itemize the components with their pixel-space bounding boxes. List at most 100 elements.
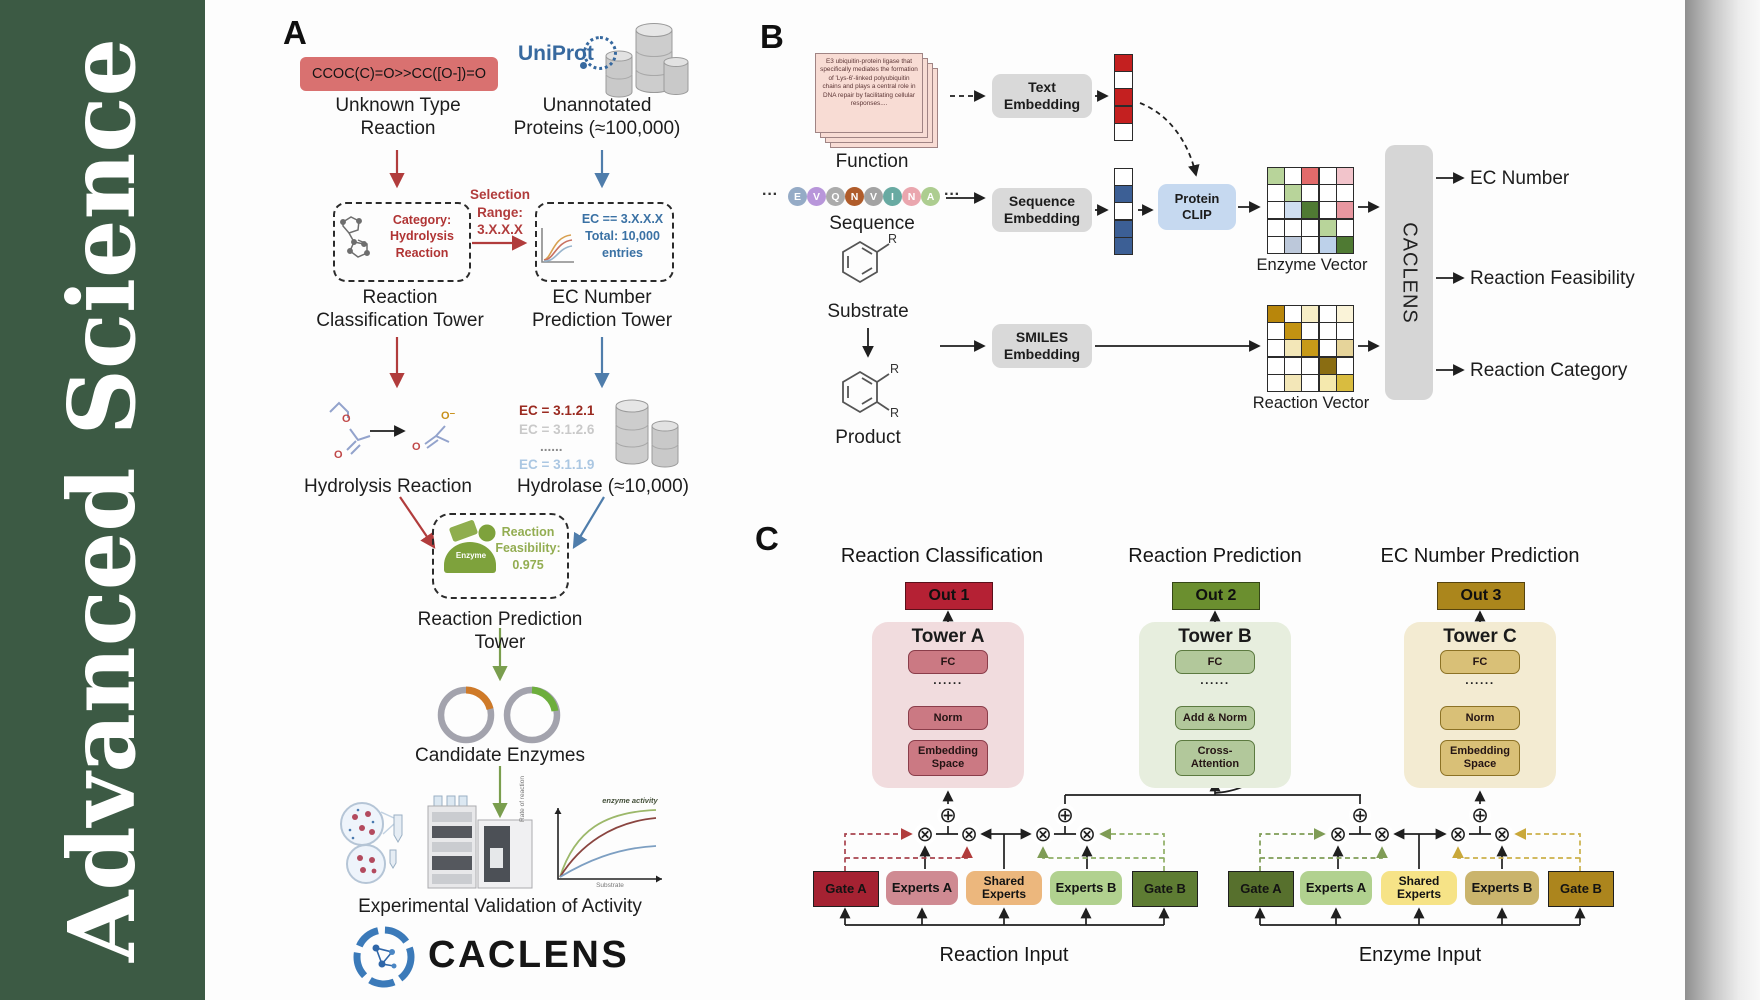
uniprot-logo-dot-icon bbox=[580, 62, 587, 69]
add-op-icon: ⊕ bbox=[1054, 804, 1076, 826]
function-label: Function bbox=[835, 151, 909, 172]
caclens-module: CACLENS bbox=[1385, 145, 1433, 400]
tower-a-fc: FC bbox=[908, 650, 988, 674]
mul-op-icon: ⊗ bbox=[1032, 823, 1054, 845]
mul-op-icon: ⊗ bbox=[1447, 823, 1469, 845]
header-reaction-classification: Reaction Classification bbox=[840, 545, 1044, 567]
activity-xlabel: Substrate bbox=[596, 882, 624, 889]
ec-entry-1: EC = 3.1.2.1 bbox=[519, 403, 595, 418]
enzyme-shared-experts: Shared Experts bbox=[1381, 871, 1457, 905]
uniprot-database-icon bbox=[605, 23, 689, 98]
hplc-instrument-icon bbox=[427, 795, 533, 889]
tower-c-dots: ...... bbox=[1465, 673, 1495, 687]
hydrolase-database-icon bbox=[615, 399, 679, 468]
add-op-icon: ⊕ bbox=[937, 804, 959, 826]
ec-prediction-box bbox=[535, 202, 674, 282]
tower-b-title: Tower B bbox=[1178, 626, 1252, 647]
out1-box: Out 1 bbox=[905, 582, 993, 610]
mul-op-icon: ⊗ bbox=[958, 823, 980, 845]
tower-a: Tower A FC ...... Norm Embedding Space bbox=[872, 622, 1024, 788]
panel-a-label: A bbox=[283, 14, 307, 51]
ec-entry-3: EC = 3.1.1.9 bbox=[519, 457, 595, 472]
reaction-experts-b: Experts B bbox=[1050, 871, 1122, 905]
hydrolysis-molecule-icon bbox=[329, 401, 450, 455]
sequence-embedding-vector bbox=[1114, 168, 1133, 255]
ec-tower-label: EC Number Prediction Tower bbox=[531, 287, 673, 332]
ec-entry-dots: ...... bbox=[540, 439, 563, 454]
candidate-enzymes-label: Candidate Enzymes bbox=[414, 745, 586, 766]
tower-b-cross-attention: Cross- Attention bbox=[1175, 740, 1255, 776]
tower-c-title: Tower C bbox=[1443, 626, 1517, 647]
tower-b-dots: ...... bbox=[1200, 673, 1230, 687]
hydrolase-label: Hydrolase (≈10,000) bbox=[516, 476, 689, 497]
feasibility-label: Reaction Feasibility: 0.975 bbox=[495, 525, 561, 572]
enzyme-icon-label: Enzyme bbox=[455, 551, 487, 560]
caclens-module-label: CACLENS bbox=[1398, 221, 1421, 324]
enzyme-vector-matrix bbox=[1267, 167, 1354, 254]
tower-b-fc: FC bbox=[1175, 650, 1255, 674]
out3-box: Out 3 bbox=[1437, 582, 1525, 610]
reaction-shared-experts: Shared Experts bbox=[966, 871, 1042, 905]
smiles-reaction-box: CCOC(C)=O>>CC([O-])=O bbox=[300, 57, 498, 91]
mul-op-icon: ⊗ bbox=[914, 823, 936, 845]
protein-clip-box: Protein CLIP bbox=[1158, 184, 1236, 230]
mul-op-icon: ⊗ bbox=[1327, 823, 1349, 845]
hydrolysis-reaction-label: Hydrolysis Reaction bbox=[304, 476, 472, 497]
mul-op-icon: ⊗ bbox=[1371, 823, 1393, 845]
tower-a-norm: Norm bbox=[908, 706, 988, 730]
enzyme-input-label: Enzyme Input bbox=[1358, 944, 1482, 966]
function-card-text: E3 ubiquitin-protein ligase that specifi… bbox=[820, 58, 918, 108]
output-reaction-feasibility: Reaction Feasibility bbox=[1470, 268, 1635, 289]
acetate-oxygen-label: O bbox=[412, 441, 421, 453]
reaction-classification-box bbox=[333, 202, 471, 282]
reaction-gate-a: Gate A bbox=[813, 871, 879, 907]
reaction-vector-label: Reaction Vector bbox=[1252, 394, 1370, 412]
benzene-substrate-icon bbox=[842, 240, 890, 284]
ec-box-label: EC == 3.X.X.X Total: 10,000 entries bbox=[581, 212, 664, 260]
sequence-ellipsis-left: ··· bbox=[762, 186, 778, 203]
tower-c-embedding-space: Embedding Space bbox=[1440, 740, 1520, 776]
petri-dish-icon bbox=[340, 802, 403, 884]
reaction-experts-a: Experts A bbox=[886, 871, 958, 905]
enzyme-gate-b: Gate B bbox=[1548, 871, 1614, 907]
product-r2-label: R bbox=[890, 406, 900, 420]
caclens-logo-icon bbox=[353, 926, 415, 988]
tower-a-dots: ...... bbox=[933, 673, 963, 687]
prediction-tower-label: Reaction Prediction Tower bbox=[417, 609, 583, 654]
activity-plot-icon bbox=[554, 808, 662, 883]
ec-entry-2: EC = 3.1.2.6 bbox=[519, 422, 595, 437]
header-reaction-prediction: Reaction Prediction bbox=[1128, 545, 1302, 567]
enzyme-experts-a: Experts A bbox=[1300, 871, 1372, 905]
journal-title: Advanced Science bbox=[48, 38, 156, 962]
smiles-embedding-box: SMILES Embedding bbox=[992, 324, 1092, 368]
page-edge-shadow bbox=[1685, 0, 1760, 1000]
panel-c-label: C bbox=[755, 520, 779, 557]
category-label: Category: Hydrolysis Reaction bbox=[390, 213, 454, 260]
tower-c-norm: Norm bbox=[1440, 706, 1520, 730]
caclens-brand: CACLENS bbox=[428, 934, 630, 976]
tower-b: Tower B FC ...... Add & Norm Cross- Atte… bbox=[1139, 622, 1291, 788]
reaction-vector-matrix bbox=[1267, 305, 1354, 392]
add-op-icon: ⊕ bbox=[1469, 804, 1491, 826]
reaction-input-label: Reaction Input bbox=[939, 944, 1069, 966]
enzyme-experts-b: Experts B bbox=[1465, 871, 1539, 905]
ester-oxygen-label: O bbox=[342, 413, 351, 425]
sequence-embedding-box: Sequence Embedding bbox=[992, 188, 1092, 232]
benzene-product-icon bbox=[842, 370, 890, 414]
tower-a-embedding-space: Embedding Space bbox=[908, 740, 988, 776]
activity-ylabel: Rate of reaction bbox=[519, 776, 526, 822]
product-r1-label: R bbox=[890, 362, 900, 376]
tower-c-fc: FC bbox=[1440, 650, 1520, 674]
plasmid-icon bbox=[437, 686, 561, 744]
tower-a-title: Tower A bbox=[911, 626, 985, 647]
panel-b-label: B bbox=[760, 18, 784, 55]
activity-annotation: enzyme activity bbox=[602, 796, 658, 805]
product-label: Product bbox=[835, 427, 901, 448]
reaction-feasibility-box bbox=[432, 513, 569, 599]
sequence-label: Sequence bbox=[829, 213, 915, 234]
acetate-oxyanion-label: O⁻ bbox=[441, 410, 456, 422]
sequence-ellipsis-right: ··· bbox=[944, 186, 960, 203]
substrate-label: Substrate bbox=[827, 301, 909, 322]
unknown-reaction-label: Unknown Type Reaction bbox=[335, 95, 461, 140]
